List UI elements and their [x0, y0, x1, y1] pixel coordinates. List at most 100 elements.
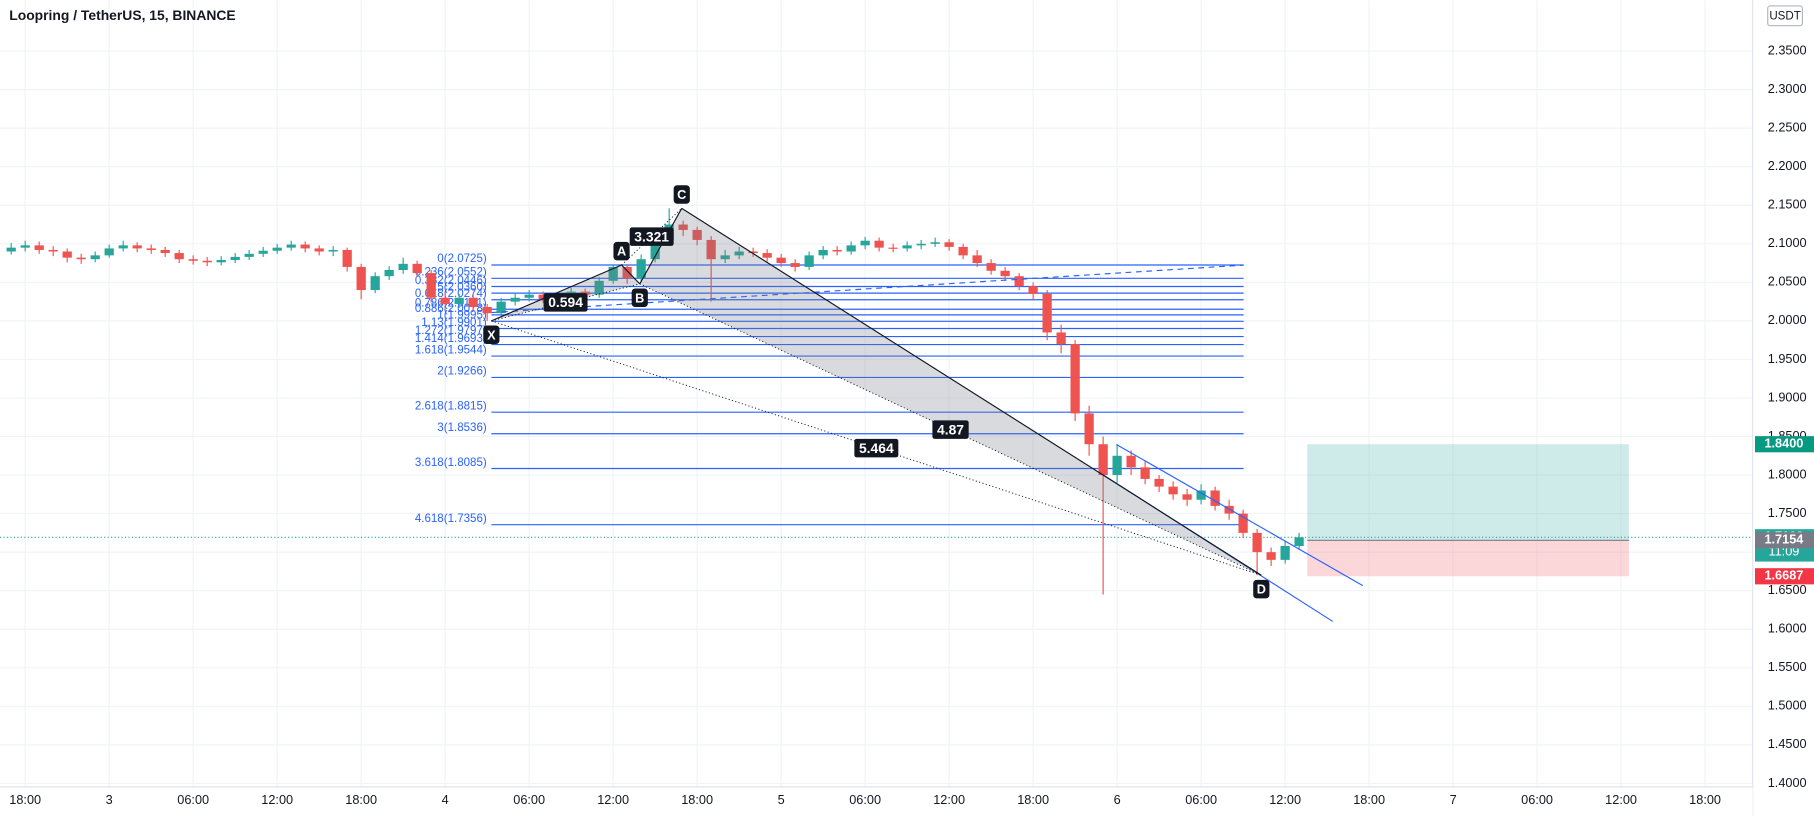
candle-body — [272, 247, 282, 251]
y-tick-label: 2.0000 — [1768, 312, 1807, 327]
x-tick-label: 18:00 — [345, 792, 377, 807]
x-tick-label: 12:00 — [1269, 792, 1301, 807]
candle-body — [1266, 552, 1276, 560]
x-tick-label: 18:00 — [1017, 792, 1049, 807]
x-tick-label: 12:00 — [597, 792, 629, 807]
candle-body — [1014, 276, 1024, 287]
fib-label: 1.414(1.9693) — [415, 333, 487, 345]
fib-label: 2(1.9266) — [437, 366, 487, 378]
y-tick-label: 2.2500 — [1768, 120, 1807, 135]
x-tick-label: 06:00 — [177, 792, 209, 807]
y-tick-label: 2.0500 — [1768, 274, 1807, 289]
candle-body — [594, 280, 604, 295]
fib-label: 0(2.0725) — [437, 253, 487, 265]
chart-title: Loopring / TetherUS, 15, BINANCE — [9, 7, 235, 23]
candle-body — [986, 263, 996, 271]
price-tag — [1754, 532, 1814, 549]
candle-body — [874, 240, 884, 248]
candle-body — [1182, 494, 1192, 500]
x-tick-label: 06:00 — [513, 792, 545, 807]
pattern-ratio: 5.464 — [859, 440, 894, 456]
pattern-point-label: C — [677, 187, 686, 202]
candle-body — [398, 263, 408, 271]
candle-body — [762, 253, 772, 258]
x-tick-label: 12:00 — [933, 792, 965, 807]
pattern-leg — [491, 264, 622, 322]
candle-body — [286, 244, 296, 248]
candle-body — [1294, 537, 1304, 546]
x-tick-label: 06:00 — [849, 792, 881, 807]
pattern-ratio-box — [543, 293, 588, 312]
candle-body — [1252, 532, 1262, 553]
candle-body — [1168, 486, 1178, 495]
pattern-point-label: B — [635, 290, 644, 305]
candle-body — [1056, 332, 1066, 345]
y-tick-label: 1.4500 — [1768, 736, 1807, 751]
candle-body — [930, 242, 940, 244]
candle-body — [1042, 293, 1052, 333]
pattern-point-box — [1253, 579, 1270, 599]
pattern-point-box — [631, 288, 648, 308]
candle-body — [510, 297, 520, 302]
candle-body — [48, 249, 58, 252]
candle-body — [118, 245, 128, 249]
fib-label: 1.272(1.9797) — [415, 325, 487, 337]
candle-body — [146, 248, 156, 250]
candle-body — [1238, 513, 1248, 533]
x-tick-label: 06:00 — [1521, 792, 1553, 807]
price-axis — [1752, 0, 1814, 816]
candle-body — [6, 247, 16, 252]
candle-body — [300, 244, 310, 249]
candle-body — [538, 294, 548, 300]
candle-body — [188, 259, 198, 261]
candle-body — [174, 253, 184, 260]
price-tag-label: 1.7154 — [1764, 532, 1803, 547]
pattern-ratio-box — [629, 227, 674, 246]
price-tag — [1754, 436, 1814, 453]
x-tick-label: 5 — [778, 792, 785, 807]
y-tick-label: 1.5000 — [1768, 698, 1807, 713]
fib-label: 1.13(1.9901) — [421, 317, 487, 329]
candle-body — [440, 297, 450, 304]
fib-label: 2.618(1.8815) — [415, 400, 487, 412]
candle-body — [202, 260, 212, 263]
pattern-triangle — [491, 264, 640, 321]
fib-label: 4.618(1.7356) — [415, 513, 487, 525]
candle-body — [356, 266, 366, 291]
candle-body — [468, 297, 478, 308]
candle-body — [804, 255, 814, 267]
candle-body — [328, 249, 338, 252]
candle-body — [972, 255, 982, 264]
candle-body — [482, 307, 492, 314]
candles — [6, 208, 1304, 595]
y-tick-label: 1.9500 — [1768, 351, 1807, 366]
currency-box[interactable] — [1767, 5, 1804, 27]
x-tick-label: 06:00 — [1185, 792, 1217, 807]
pattern-ratio: 3.321 — [634, 228, 669, 244]
x-tick-label: 18:00 — [1353, 792, 1385, 807]
pattern-leg — [639, 208, 683, 285]
pattern-leg — [621, 264, 641, 285]
y-tick-label: 2.2000 — [1768, 158, 1807, 173]
candle-body — [132, 245, 142, 249]
pattern-point-label: A — [617, 244, 626, 259]
pattern-point-box — [673, 185, 690, 204]
currency[interactable]: USDT — [1769, 10, 1800, 22]
candle-body — [776, 257, 786, 264]
candle-body — [902, 245, 912, 249]
pattern-leg — [681, 207, 1262, 576]
fib-label: 0.5(2.0360) — [428, 281, 487, 293]
x-tick-label: 4 — [442, 792, 449, 807]
candle-body — [258, 250, 268, 254]
candle-body — [1196, 490, 1206, 500]
price-tag-label: 1.6687 — [1764, 568, 1803, 583]
fib-label: 3.618(1.8085) — [415, 457, 487, 469]
time-axis — [0, 786, 1753, 816]
candle-body — [412, 263, 422, 274]
y-tick-label: 1.9000 — [1768, 389, 1807, 404]
candle-body — [244, 253, 254, 257]
candle-body — [384, 270, 394, 277]
candle-body — [790, 263, 800, 267]
